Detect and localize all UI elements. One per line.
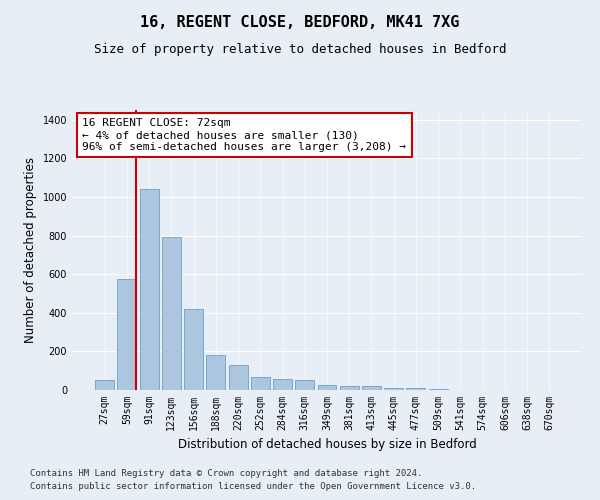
Text: 16 REGENT CLOSE: 72sqm
← 4% of detached houses are smaller (130)
96% of semi-det: 16 REGENT CLOSE: 72sqm ← 4% of detached … [82,118,406,152]
Bar [340,386,359,390]
X-axis label: Distribution of detached houses by size in Bedford: Distribution of detached houses by size … [178,438,476,452]
Bar [295,380,314,390]
Bar [206,355,225,390]
Text: Contains public sector information licensed under the Open Government Licence v3: Contains public sector information licen… [30,482,476,491]
Text: Size of property relative to detached houses in Bedford: Size of property relative to detached ho… [94,42,506,56]
Text: Contains HM Land Registry data © Crown copyright and database right 2024.: Contains HM Land Registry data © Crown c… [30,468,422,477]
Bar [251,378,270,390]
Bar [273,380,292,390]
Bar [140,189,158,390]
Bar [384,388,403,390]
Bar [317,385,337,390]
Bar [229,365,248,390]
Bar [184,309,203,390]
Bar [362,386,381,390]
Bar [406,388,425,390]
Bar [118,279,136,390]
Bar [95,380,114,390]
Bar [162,238,181,390]
Y-axis label: Number of detached properties: Number of detached properties [24,157,37,343]
Text: 16, REGENT CLOSE, BEDFORD, MK41 7XG: 16, REGENT CLOSE, BEDFORD, MK41 7XG [140,15,460,30]
